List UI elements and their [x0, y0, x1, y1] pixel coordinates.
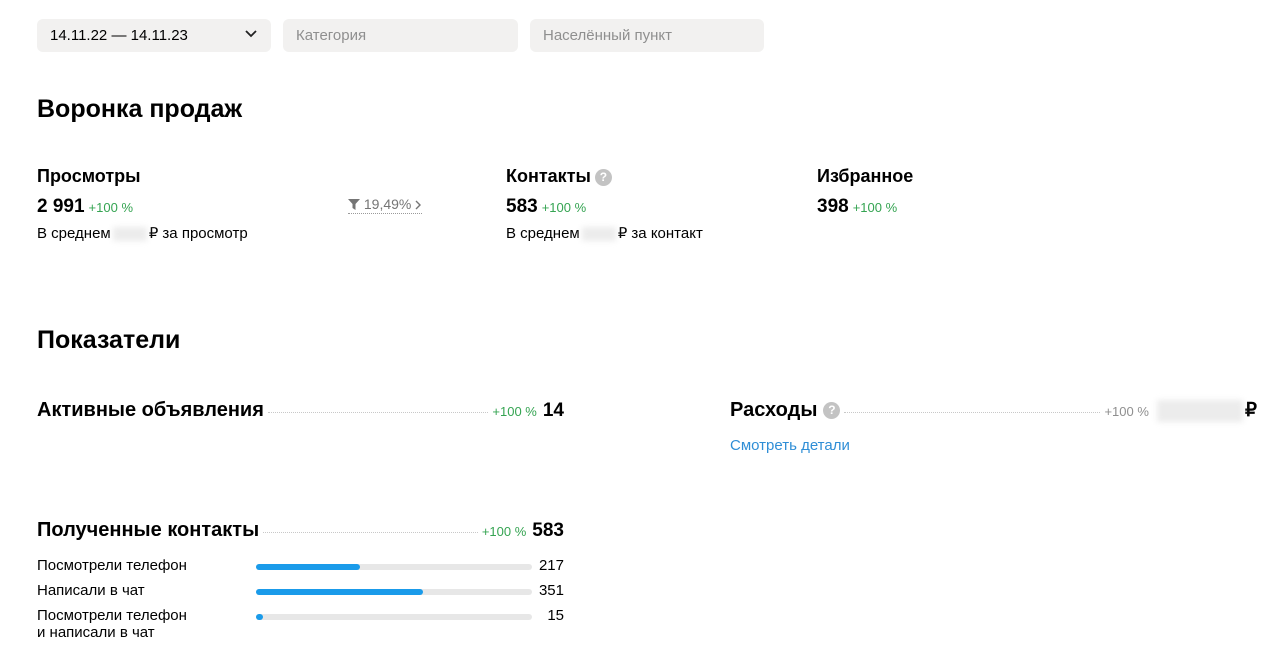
chevron-down-icon: [245, 30, 257, 38]
bar-track: [256, 614, 532, 620]
contacts-label: Контакты: [506, 166, 591, 186]
contacts-change: +100 %: [541, 200, 587, 215]
expenses-change: +100 %: [1104, 404, 1149, 419]
dotted-leader: [844, 412, 1101, 413]
hidden-value: [112, 227, 147, 242]
bar-label: Написали в чат: [37, 582, 145, 599]
active-ads-change: +100 %: [492, 404, 537, 419]
category-input[interactable]: Категория: [283, 19, 518, 52]
contacts-received-row: Полученные контакты +100 % 583: [37, 519, 564, 542]
active-ads-value: 14: [542, 400, 564, 421]
contacts-avg-suffix: ₽ за контакт: [617, 225, 703, 242]
bar-fill: [256, 589, 423, 595]
help-icon[interactable]: ?: [594, 168, 612, 186]
city-placeholder: Населённый пункт: [543, 27, 673, 44]
expenses-currency: ₽: [1244, 400, 1257, 421]
contacts-received-value: 583: [532, 520, 564, 541]
views-avg-prefix: В среднем: [37, 225, 111, 242]
active-ads-row: Активные объявления +100 % 14: [37, 399, 564, 422]
contacts-received-label: Полученные контакты: [37, 519, 260, 541]
contacts-avg: В среднем ₽ за контакт: [506, 224, 703, 242]
contacts-received-change: +100 %: [481, 524, 527, 539]
bar-label: Посмотрели телефон: [37, 557, 187, 574]
contacts-value: 583: [506, 196, 538, 217]
views-value-group: 2 991 +100 %: [37, 196, 133, 218]
bar-value: 15: [547, 607, 564, 624]
category-placeholder: Категория: [296, 27, 367, 44]
contacts-value-group: 583 +100 %: [506, 196, 586, 218]
chevron-right-icon: [415, 200, 422, 210]
help-icon[interactable]: ?: [823, 402, 841, 419]
bar-label: Посмотрели телефон и написали в чат: [37, 607, 187, 641]
date-range-value: 14.11.22 — 14.11.23: [50, 27, 188, 44]
hidden-value: [581, 227, 616, 242]
dotted-leader: [267, 412, 489, 413]
views-value: 2 991: [37, 196, 85, 217]
views-label: Просмотры: [37, 166, 141, 186]
expenses-row: Расходы ? +100 % ₽: [730, 399, 1257, 422]
contacts-title: Контакты?: [506, 166, 612, 187]
conversion-link[interactable]: 19,49%: [348, 196, 423, 214]
bar-fill: [256, 564, 360, 570]
hidden-value: [1156, 399, 1243, 422]
funnel-title: Воронка продаж: [37, 95, 243, 123]
conversion-value: 19,49%: [363, 196, 412, 212]
bar-track: [256, 589, 532, 595]
indicators-title: Показатели: [37, 326, 181, 354]
date-range-select[interactable]: 14.11.22 — 14.11.23: [37, 19, 271, 52]
expenses-label: Расходы: [730, 399, 818, 421]
favorites-value-group: 398 +100 %: [817, 196, 897, 218]
active-ads-label: Активные объявления: [37, 399, 264, 421]
favorites-value: 398: [817, 196, 849, 217]
filter-icon: [348, 199, 360, 210]
views-avg-suffix: ₽ за просмотр: [148, 225, 248, 242]
bar-value: 217: [538, 557, 564, 574]
views-avg: В среднем ₽ за просмотр: [37, 224, 248, 242]
views-change: +100 %: [88, 200, 133, 215]
bar-fill: [256, 614, 264, 620]
favorites-change: +100 %: [852, 200, 898, 215]
expenses-details-link[interactable]: Смотреть детали: [730, 437, 850, 454]
city-input[interactable]: Населённый пункт: [530, 19, 764, 52]
dotted-leader: [263, 532, 478, 533]
contacts-avg-prefix: В среднем: [506, 225, 580, 242]
bar-value: 351: [538, 582, 564, 599]
favorites-label: Избранное: [817, 166, 914, 186]
bar-track: [256, 564, 532, 570]
